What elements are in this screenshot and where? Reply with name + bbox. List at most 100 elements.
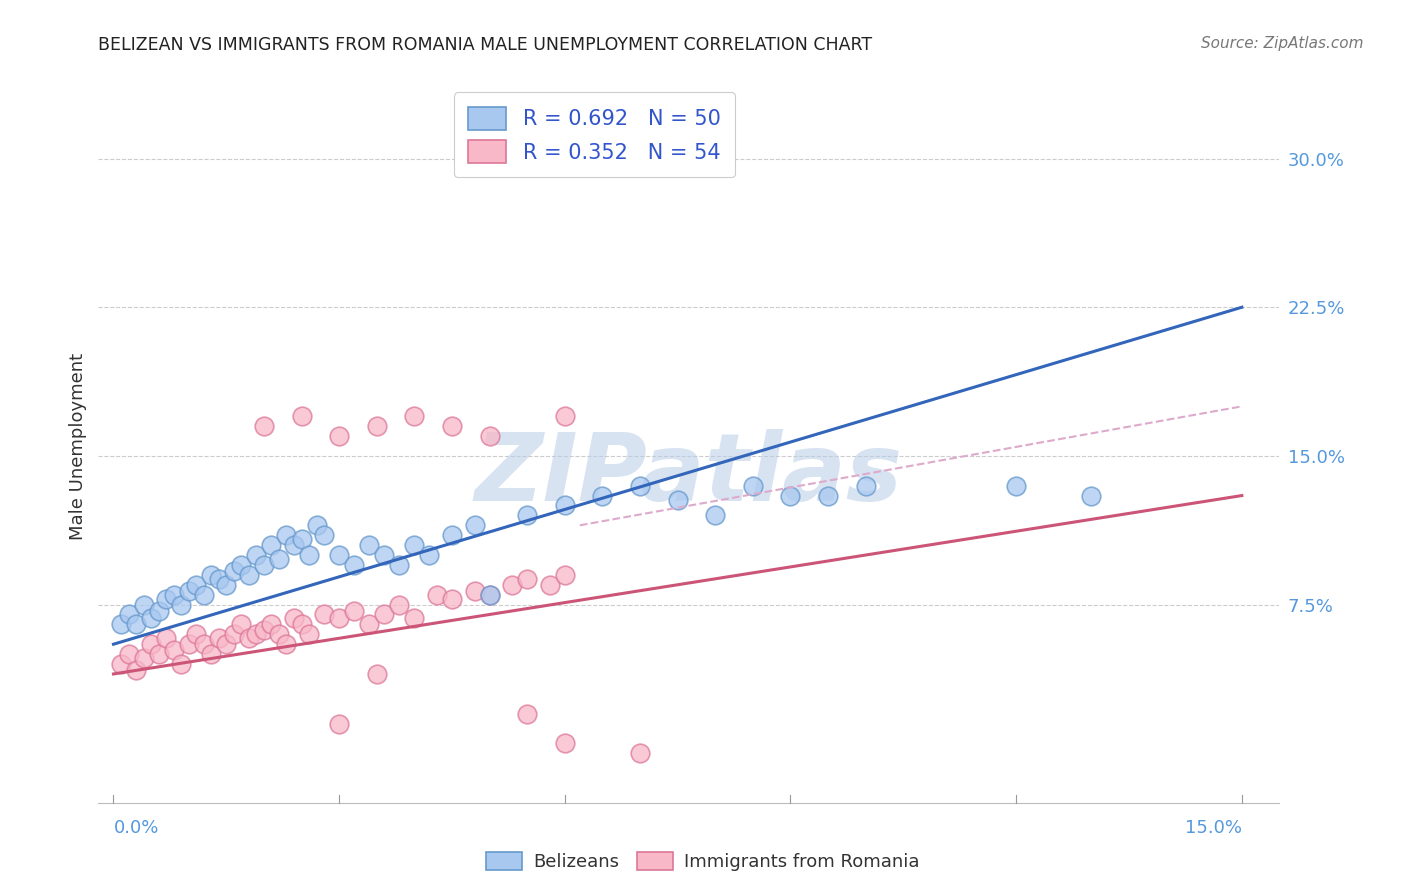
Point <box>554 499 576 513</box>
Point <box>516 508 538 523</box>
Point <box>290 409 312 424</box>
Point <box>741 478 763 492</box>
Text: BELIZEAN VS IMMIGRANTS FROM ROMANIA MALE UNEMPLOYMENT CORRELATION CHART: BELIZEAN VS IMMIGRANTS FROM ROMANIA MALE… <box>98 36 873 54</box>
Point <box>298 627 321 641</box>
Point <box>478 429 501 443</box>
Text: 15.0%: 15.0% <box>1185 819 1241 837</box>
Point <box>139 637 162 651</box>
Point <box>464 518 486 533</box>
Point <box>267 552 290 566</box>
Point <box>170 598 193 612</box>
Point <box>359 538 381 552</box>
Point <box>343 558 366 572</box>
Point <box>426 588 449 602</box>
Point <box>238 632 260 646</box>
Point <box>193 637 215 651</box>
Point <box>464 583 486 598</box>
Point <box>628 746 651 760</box>
Point <box>628 478 651 492</box>
Point <box>253 624 276 638</box>
Point <box>290 617 312 632</box>
Point <box>177 637 200 651</box>
Point <box>328 716 350 731</box>
Point <box>1080 489 1102 503</box>
Point <box>440 528 463 542</box>
Point <box>314 607 336 622</box>
Point <box>132 598 155 612</box>
Point <box>516 572 538 586</box>
Point <box>215 578 238 592</box>
Point <box>554 409 576 424</box>
Point <box>704 508 727 523</box>
Point <box>554 736 576 750</box>
Point <box>501 578 523 592</box>
Point <box>373 548 395 562</box>
Point <box>359 617 381 632</box>
Point <box>132 651 155 665</box>
Point <box>177 583 200 598</box>
Legend: R = 0.692   N = 50, R = 0.352   N = 54: R = 0.692 N = 50, R = 0.352 N = 54 <box>454 93 735 178</box>
Point <box>245 548 267 562</box>
Point <box>125 617 148 632</box>
Point <box>516 706 538 721</box>
Point <box>110 617 132 632</box>
Point <box>666 492 689 507</box>
Point <box>388 558 411 572</box>
Point <box>231 558 253 572</box>
Point <box>779 489 801 503</box>
Point <box>155 591 177 606</box>
Text: Source: ZipAtlas.com: Source: ZipAtlas.com <box>1201 36 1364 51</box>
Point <box>554 567 576 582</box>
Point <box>163 643 186 657</box>
Point <box>1005 478 1028 492</box>
Text: 0.0%: 0.0% <box>114 819 159 837</box>
Point <box>366 667 388 681</box>
Point <box>267 627 290 641</box>
Point <box>404 409 426 424</box>
Point <box>366 419 388 434</box>
Point <box>276 528 298 542</box>
Point <box>200 567 222 582</box>
Point <box>328 429 350 443</box>
Point <box>186 578 208 592</box>
Point <box>222 627 245 641</box>
Point <box>591 489 613 503</box>
Legend: Belizeans, Immigrants from Romania: Belizeans, Immigrants from Romania <box>479 846 927 879</box>
Point <box>170 657 193 671</box>
Point <box>328 548 350 562</box>
Point <box>440 419 463 434</box>
Point <box>440 591 463 606</box>
Point <box>186 627 208 641</box>
Point <box>110 657 132 671</box>
Point <box>245 627 267 641</box>
Point <box>388 598 411 612</box>
Point <box>139 611 162 625</box>
Point <box>283 538 305 552</box>
Point <box>222 564 245 578</box>
Point <box>148 647 170 661</box>
Point <box>298 548 321 562</box>
Point <box>260 617 283 632</box>
Point <box>238 567 260 582</box>
Point <box>231 617 253 632</box>
Point <box>478 588 501 602</box>
Point <box>343 603 366 617</box>
Point <box>125 663 148 677</box>
Point <box>276 637 298 651</box>
Point <box>283 611 305 625</box>
Y-axis label: Male Unemployment: Male Unemployment <box>69 352 87 540</box>
Point <box>163 588 186 602</box>
Point <box>328 611 350 625</box>
Point <box>200 647 222 661</box>
Point <box>260 538 283 552</box>
Text: ZIPatlas: ZIPatlas <box>475 428 903 521</box>
Point <box>193 588 215 602</box>
Point <box>404 611 426 625</box>
Point <box>855 478 877 492</box>
Point <box>117 607 139 622</box>
Point <box>208 632 231 646</box>
Point <box>538 578 561 592</box>
Point <box>478 588 501 602</box>
Point <box>117 647 139 661</box>
Point <box>208 572 231 586</box>
